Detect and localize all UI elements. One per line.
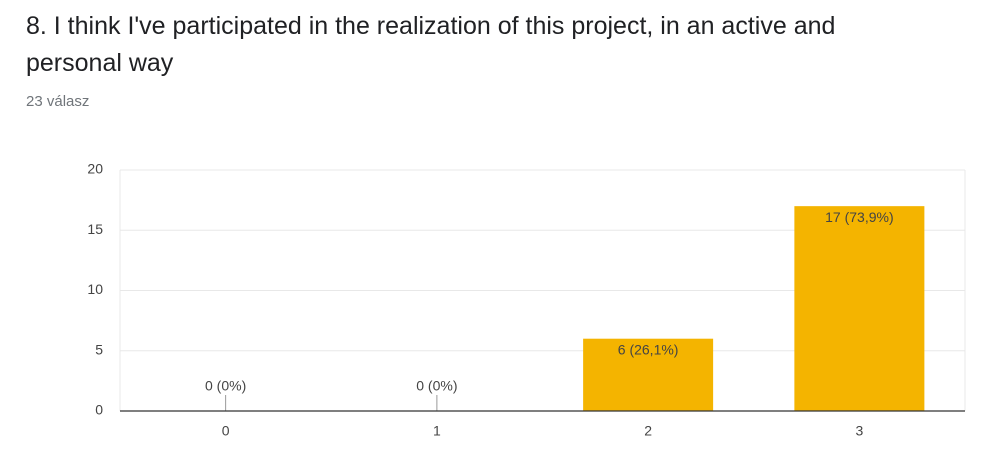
x-tick-label: 2 [644, 423, 652, 439]
bar [794, 206, 925, 411]
x-tick-label: 1 [433, 423, 441, 439]
value-label: 0 (0%) [205, 378, 246, 394]
value-label: 17 (73,9%) [825, 209, 893, 225]
y-tick-label: 20 [87, 161, 103, 177]
y-tick-label: 5 [95, 341, 103, 357]
y-tick-label: 15 [87, 221, 103, 237]
bar [583, 338, 714, 411]
x-tick-label: 3 [855, 423, 863, 439]
value-label: 6 (26,1%) [618, 341, 679, 357]
chart-subtitle: 23 válasz [26, 93, 90, 110]
y-tick-label: 0 [95, 402, 103, 418]
y-tick-label: 10 [87, 281, 103, 297]
chart-title: 8. I think I've participated in the real… [26, 12, 836, 77]
x-tick-label: 0 [222, 423, 230, 439]
value-label: 0 (0%) [416, 378, 457, 394]
